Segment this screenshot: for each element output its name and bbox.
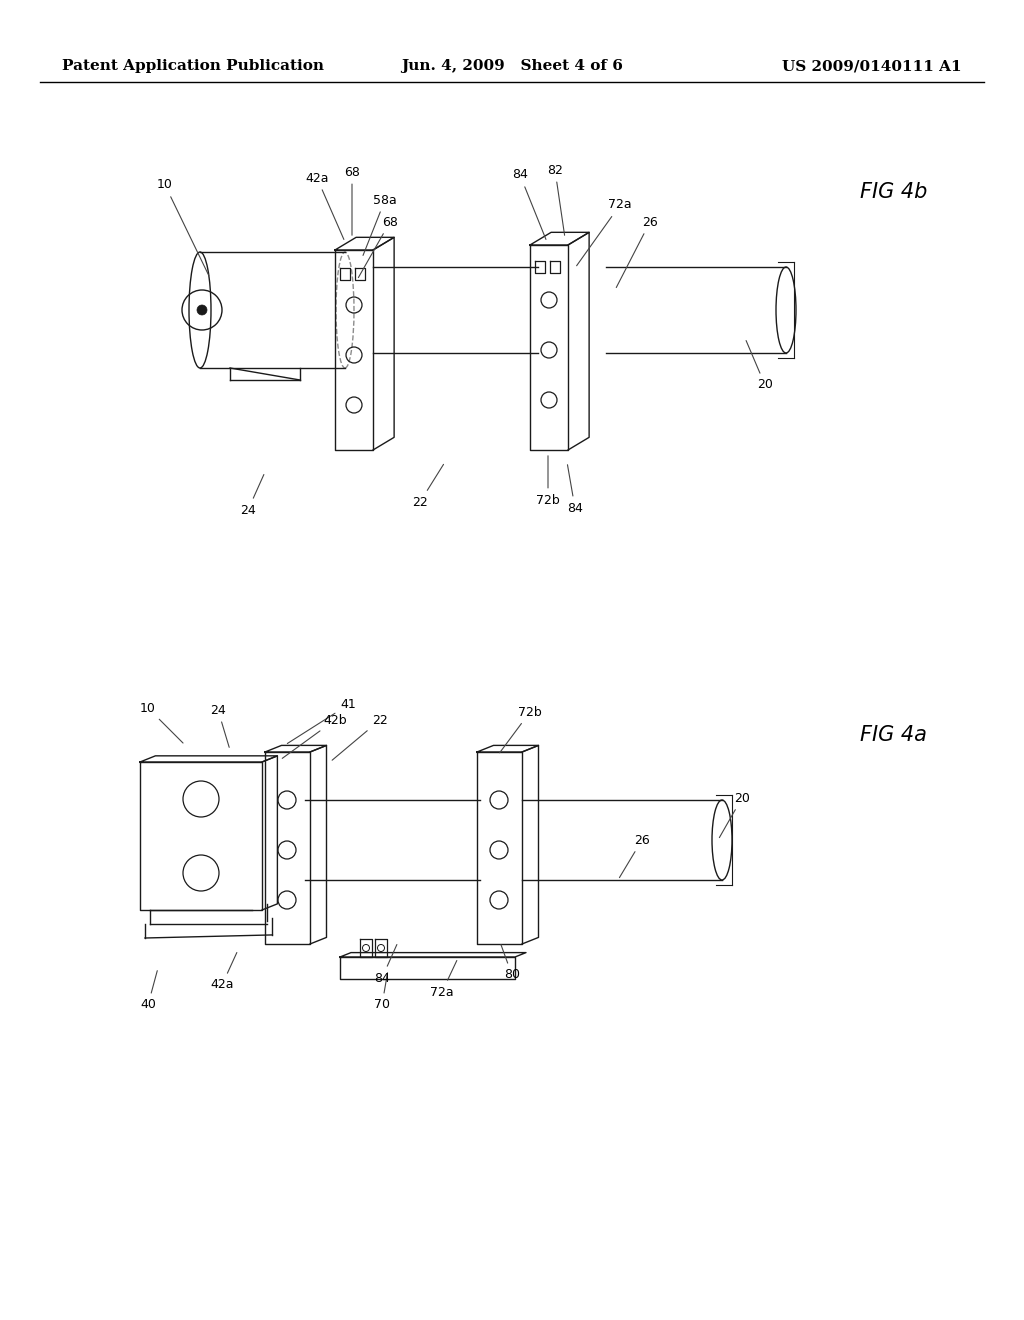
Text: 80: 80 <box>501 945 520 982</box>
Text: 82: 82 <box>547 164 564 235</box>
Text: 20: 20 <box>746 341 773 392</box>
Text: 42a: 42a <box>210 953 237 991</box>
Text: FIG 4b: FIG 4b <box>860 182 928 202</box>
Text: 20: 20 <box>720 792 750 838</box>
Text: 84: 84 <box>374 945 397 985</box>
Text: 26: 26 <box>620 833 650 878</box>
Text: 72a: 72a <box>577 198 632 265</box>
Text: 68: 68 <box>344 165 360 235</box>
Text: 26: 26 <box>616 215 657 288</box>
Text: 70: 70 <box>374 973 390 1011</box>
Text: 22: 22 <box>412 465 443 508</box>
Text: 10: 10 <box>157 178 209 276</box>
Text: 10: 10 <box>140 701 183 743</box>
Text: Jun. 4, 2009   Sheet 4 of 6: Jun. 4, 2009 Sheet 4 of 6 <box>401 59 623 73</box>
Text: 72b: 72b <box>500 705 542 752</box>
Text: 22: 22 <box>332 714 388 760</box>
Text: 40: 40 <box>140 970 158 1011</box>
Text: 72b: 72b <box>537 455 560 507</box>
Text: 68: 68 <box>358 215 398 277</box>
Text: FIG 4a: FIG 4a <box>860 725 927 744</box>
Text: 84: 84 <box>512 169 546 239</box>
Text: Patent Application Publication: Patent Application Publication <box>62 59 324 73</box>
Circle shape <box>197 305 207 315</box>
Text: US 2009/0140111 A1: US 2009/0140111 A1 <box>782 59 962 73</box>
Text: 42a: 42a <box>305 172 344 239</box>
Text: 41: 41 <box>288 698 356 743</box>
Text: 24: 24 <box>210 704 229 747</box>
Text: 72a: 72a <box>430 961 457 998</box>
Text: 24: 24 <box>240 474 264 516</box>
Text: 84: 84 <box>567 465 583 515</box>
Text: 42b: 42b <box>283 714 347 759</box>
Text: 58a: 58a <box>364 194 397 255</box>
